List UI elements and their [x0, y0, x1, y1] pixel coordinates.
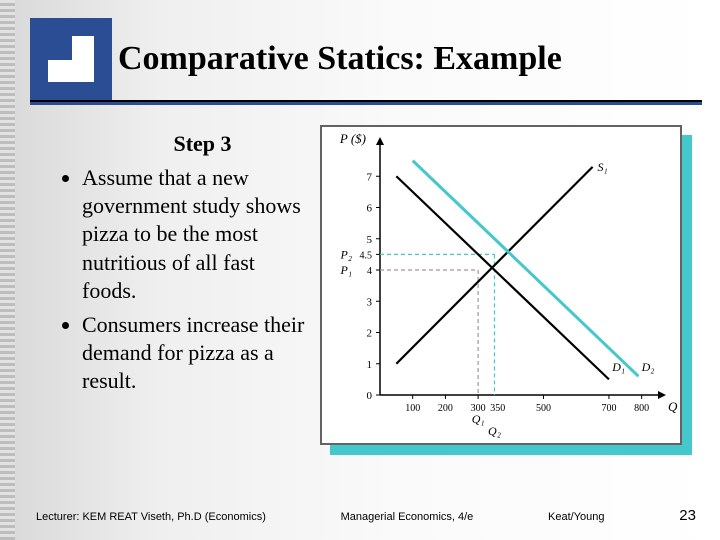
footer: Lecturer: KEM REAT Viseth, Ph.D (Economi…: [36, 507, 696, 524]
svg-text:0: 0: [367, 390, 373, 402]
svg-text:200: 200: [438, 403, 453, 414]
content-block: Step 3 Assume that a new government stud…: [60, 130, 310, 401]
svg-text:100: 100: [405, 403, 420, 414]
bullet-list: Assume that a new government study shows…: [60, 164, 310, 395]
slide-title: Comparative Statics: Example: [118, 40, 698, 78]
svg-text:700: 700: [601, 403, 616, 414]
svg-text:P₂: P₂: [339, 247, 352, 261]
svg-text:6: 6: [367, 203, 373, 215]
svg-text:P ($): P ($): [339, 131, 366, 146]
bullet-item: Assume that a new government study shows…: [82, 164, 310, 305]
svg-text:Q: Q: [668, 399, 678, 414]
svg-text:P₁: P₁: [339, 263, 352, 277]
footer-book: Managerial Economics, 4/e: [341, 511, 474, 523]
bullet-item: Consumers increase their demand for pizz…: [82, 311, 310, 395]
svg-text:4: 4: [367, 266, 372, 277]
left-decor-strip: [0, 0, 15, 540]
svg-text:500: 500: [536, 403, 551, 414]
svg-text:350: 350: [490, 403, 505, 414]
svg-text:D₂: D₂: [641, 360, 655, 374]
svg-text:4.5: 4.5: [360, 250, 373, 261]
chart-border: 0123567P₁4P₂4.5P ($)100200300500700800Q₁…: [320, 125, 682, 445]
svg-text:1: 1: [367, 359, 373, 371]
svg-text:7: 7: [367, 171, 373, 183]
svg-text:3: 3: [367, 296, 373, 308]
svg-text:800: 800: [634, 403, 649, 414]
svg-text:5: 5: [367, 234, 373, 246]
logo-icon: [30, 18, 112, 100]
footer-lecturer: Lecturer: KEM REAT Viseth, Ph.D (Economi…: [36, 511, 266, 523]
page-number: 23: [679, 507, 696, 524]
svg-text:Q₁: Q₁: [472, 412, 485, 426]
svg-text:2: 2: [367, 328, 373, 340]
slide: Comparative Statics: Example Step 3 Assu…: [0, 0, 720, 540]
svg-text:S₁: S₁: [597, 160, 607, 174]
svg-text:Q₂: Q₂: [488, 424, 501, 438]
chart-figure: 0123567P₁4P₂4.5P ($)100200300500700800Q₁…: [320, 125, 692, 455]
title-underline: [30, 100, 702, 105]
footer-authors: Keat/Young: [548, 511, 604, 523]
supply-demand-chart: 0123567P₁4P₂4.5P ($)100200300500700800Q₁…: [322, 127, 680, 443]
step-heading: Step 3: [95, 130, 310, 158]
